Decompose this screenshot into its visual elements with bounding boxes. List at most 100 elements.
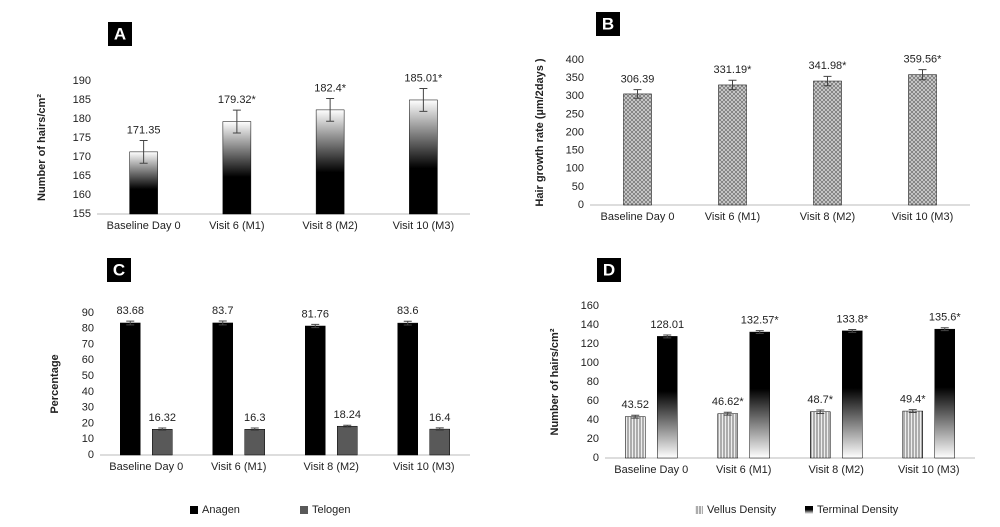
y-axis-label: Number of hairs/cm² [36, 94, 48, 201]
legend-swatch [190, 506, 198, 514]
bar [718, 84, 747, 206]
x-tick-label: Baseline Day 0 [614, 464, 688, 476]
bar [409, 99, 438, 215]
y-tick-label: 10 [82, 433, 94, 445]
legend-swatch [695, 506, 703, 514]
value-label: 48.7* [807, 394, 833, 406]
y-axis-label: Number of hairs/cm² [549, 328, 561, 435]
y-tick-label: 20 [82, 417, 94, 429]
error-bar [631, 414, 640, 419]
value-label: 83.68 [116, 305, 144, 317]
y-tick-label: 0 [593, 452, 599, 464]
x-tick-label: Visit 8 (M2) [304, 461, 359, 473]
panel-box [596, 12, 620, 36]
bar [397, 322, 418, 456]
y-tick-label: 80 [587, 376, 599, 388]
value-label: 43.52 [621, 399, 649, 411]
value-label: 132.57* [741, 315, 780, 327]
value-label: 83.6 [397, 305, 418, 317]
error-bar [232, 109, 241, 134]
y-tick-label: 300 [566, 90, 584, 102]
value-label: 81.76 [301, 308, 329, 320]
error-bar [755, 330, 764, 334]
error-bar [435, 427, 444, 431]
y-tick-label: 180 [73, 113, 91, 125]
bar [908, 74, 937, 206]
error-bar [823, 75, 832, 87]
y-tick-label: 120 [581, 338, 599, 350]
y-tick-label: 150 [566, 145, 584, 157]
bar [934, 328, 955, 459]
y-tick-label: 160 [581, 300, 599, 312]
value-label: 128.01 [650, 319, 684, 331]
y-tick-label: 60 [587, 395, 599, 407]
y-tick-label: 400 [566, 54, 584, 66]
x-tick-label: Baseline Day 0 [109, 461, 183, 473]
x-tick-label: Visit 10 (M3) [898, 464, 960, 476]
value-label: 171.35 [127, 124, 161, 136]
x-tick-label: Visit 6 (M1) [705, 211, 760, 223]
error-bar [419, 88, 428, 112]
legend-label: Telogen [312, 504, 351, 516]
y-tick-label: 100 [581, 357, 599, 369]
y-tick-label: 60 [82, 354, 94, 366]
x-tick-label: Visit 6 (M1) [209, 220, 264, 232]
bar [902, 410, 923, 459]
error-bar [940, 327, 949, 332]
error-bar [633, 89, 642, 99]
bar [842, 330, 863, 459]
panel-label: B [602, 14, 614, 33]
value-label: 46.62* [712, 396, 745, 408]
bar [625, 416, 646, 459]
x-tick-label: Visit 10 (M3) [393, 461, 455, 473]
value-label: 331.19* [714, 64, 753, 76]
error-bar [918, 69, 927, 81]
y-tick-label: 170 [73, 151, 91, 163]
error-bar [126, 320, 135, 326]
value-label: 182.4* [314, 82, 347, 94]
y-tick-label: 80 [82, 323, 94, 335]
bar [315, 109, 345, 215]
y-tick-label: 40 [587, 414, 599, 426]
legend-swatch [300, 506, 308, 514]
error-bar [343, 424, 352, 428]
value-label: 179.32* [218, 94, 257, 106]
panel-label: D [603, 260, 615, 279]
error-bar [816, 409, 825, 414]
x-tick-label: Visit 8 (M2) [809, 464, 864, 476]
bar [749, 331, 770, 459]
y-tick-label: 40 [82, 386, 94, 398]
bar [337, 425, 358, 456]
y-axis-label: Percentage [49, 354, 61, 413]
bar [212, 322, 233, 456]
value-label: 135.6* [929, 312, 962, 324]
y-tick-label: 350 [566, 72, 584, 84]
panel-box [108, 22, 132, 46]
error-bar [139, 139, 148, 164]
bar [810, 411, 831, 459]
bar [657, 336, 678, 459]
y-tick-label: 175 [73, 132, 91, 144]
bar [429, 428, 450, 456]
error-bar [723, 411, 732, 416]
value-label: 49.4* [900, 394, 926, 406]
y-tick-label: 0 [578, 199, 584, 211]
panel-box [597, 258, 621, 282]
y-tick-label: 200 [566, 126, 584, 138]
x-tick-label: Visit 6 (M1) [211, 461, 266, 473]
legend-label: Vellus Density [707, 504, 777, 516]
error-bar [218, 320, 227, 326]
error-bar [158, 427, 167, 432]
bar [222, 121, 252, 215]
y-tick-label: 70 [82, 338, 94, 350]
value-label: 16.4 [429, 412, 450, 424]
error-bar [326, 97, 335, 122]
value-label: 133.8* [836, 313, 869, 325]
error-bar [250, 427, 259, 432]
bar [813, 80, 842, 206]
y-tick-label: 185 [73, 94, 91, 106]
x-tick-label: Visit 10 (M3) [892, 211, 954, 223]
value-label: 359.56* [904, 53, 943, 65]
